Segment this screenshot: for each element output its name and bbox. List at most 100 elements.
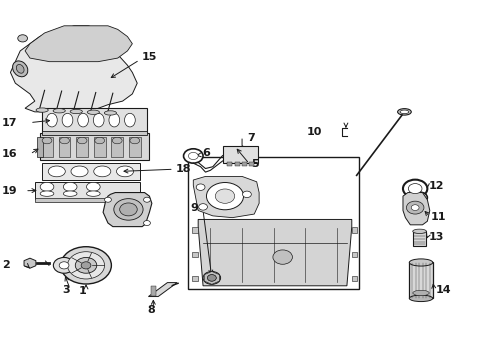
Ellipse shape xyxy=(62,113,73,127)
Ellipse shape xyxy=(77,137,87,144)
Text: 1: 1 xyxy=(79,286,86,296)
Text: 11: 11 xyxy=(430,212,446,222)
Ellipse shape xyxy=(71,166,88,177)
Circle shape xyxy=(183,149,203,163)
Ellipse shape xyxy=(86,191,100,196)
Ellipse shape xyxy=(93,113,104,127)
Polygon shape xyxy=(198,220,351,286)
Ellipse shape xyxy=(63,191,77,196)
Circle shape xyxy=(120,203,137,216)
Bar xyxy=(41,137,53,157)
Circle shape xyxy=(207,275,216,281)
Ellipse shape xyxy=(112,137,122,144)
Circle shape xyxy=(203,271,220,284)
Bar xyxy=(42,163,140,180)
Ellipse shape xyxy=(40,182,54,191)
Bar xyxy=(35,198,140,202)
Ellipse shape xyxy=(36,108,48,112)
Bar xyxy=(42,131,147,135)
Circle shape xyxy=(407,184,421,194)
Ellipse shape xyxy=(48,166,65,177)
Ellipse shape xyxy=(130,137,140,144)
Circle shape xyxy=(207,275,216,281)
Text: 15: 15 xyxy=(142,52,157,62)
Text: 19: 19 xyxy=(1,186,17,196)
Bar xyxy=(222,146,257,163)
Bar xyxy=(188,157,358,289)
Bar xyxy=(59,137,70,157)
Ellipse shape xyxy=(408,259,432,266)
Bar xyxy=(76,137,88,157)
Text: 14: 14 xyxy=(435,285,450,295)
Circle shape xyxy=(18,35,27,42)
Ellipse shape xyxy=(399,110,408,114)
Ellipse shape xyxy=(63,182,77,191)
Circle shape xyxy=(272,250,292,264)
Text: 4: 4 xyxy=(141,196,149,206)
Polygon shape xyxy=(103,193,152,226)
Text: 12: 12 xyxy=(428,181,444,192)
Bar xyxy=(192,227,198,233)
Text: 5: 5 xyxy=(250,159,258,169)
Ellipse shape xyxy=(397,109,410,115)
Bar xyxy=(234,162,239,166)
Bar xyxy=(40,134,149,160)
Polygon shape xyxy=(402,193,429,225)
Ellipse shape xyxy=(78,113,88,127)
Circle shape xyxy=(196,184,204,190)
Circle shape xyxy=(59,262,69,269)
Circle shape xyxy=(61,247,111,284)
Ellipse shape xyxy=(412,229,426,233)
Circle shape xyxy=(104,197,111,202)
Bar xyxy=(129,137,141,157)
Circle shape xyxy=(406,201,423,214)
Ellipse shape xyxy=(109,113,120,127)
Bar xyxy=(192,252,198,257)
Ellipse shape xyxy=(86,182,100,191)
Circle shape xyxy=(412,192,427,203)
Circle shape xyxy=(198,204,207,210)
Ellipse shape xyxy=(87,110,99,114)
Text: 16: 16 xyxy=(2,149,18,159)
Ellipse shape xyxy=(16,64,24,73)
Bar xyxy=(412,231,426,246)
Circle shape xyxy=(402,180,427,198)
Ellipse shape xyxy=(53,109,65,113)
Circle shape xyxy=(215,189,234,203)
Circle shape xyxy=(75,257,97,273)
Ellipse shape xyxy=(104,111,116,115)
Circle shape xyxy=(242,191,251,198)
Text: 6: 6 xyxy=(202,148,209,158)
Polygon shape xyxy=(148,283,177,297)
Ellipse shape xyxy=(42,137,52,144)
Polygon shape xyxy=(193,176,259,218)
Ellipse shape xyxy=(94,166,111,177)
Bar xyxy=(42,108,147,132)
Bar xyxy=(111,137,123,157)
Bar xyxy=(408,262,432,298)
Bar xyxy=(242,162,246,166)
Ellipse shape xyxy=(95,137,104,144)
Ellipse shape xyxy=(412,290,428,296)
Ellipse shape xyxy=(13,61,28,77)
Ellipse shape xyxy=(124,113,135,127)
Ellipse shape xyxy=(60,137,69,144)
Bar xyxy=(351,276,356,282)
Ellipse shape xyxy=(40,191,54,196)
Bar xyxy=(151,286,156,296)
Text: 2: 2 xyxy=(2,260,10,270)
Circle shape xyxy=(67,252,104,279)
Circle shape xyxy=(81,262,91,269)
Bar xyxy=(35,182,140,199)
Text: 9: 9 xyxy=(190,203,198,213)
Circle shape xyxy=(206,183,243,210)
Ellipse shape xyxy=(116,166,133,177)
Bar xyxy=(351,252,356,257)
Text: 17: 17 xyxy=(2,118,18,128)
Polygon shape xyxy=(10,26,137,112)
Polygon shape xyxy=(25,26,132,62)
Circle shape xyxy=(53,257,75,273)
Ellipse shape xyxy=(70,109,82,114)
Text: 13: 13 xyxy=(428,232,443,242)
Text: 18: 18 xyxy=(175,164,190,174)
